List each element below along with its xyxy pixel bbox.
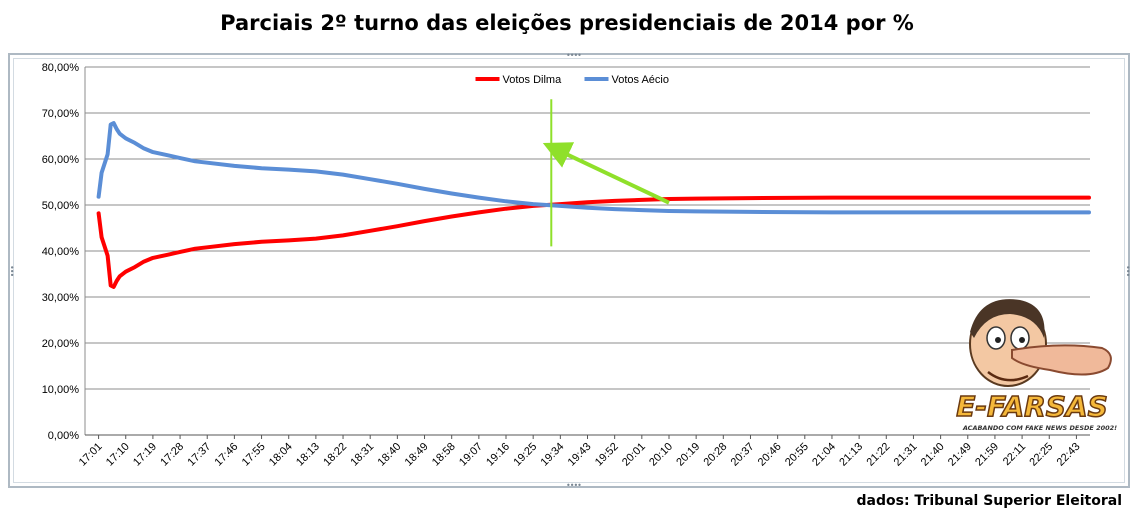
y-tick-label: 50,00% [42, 200, 80, 212]
chart-frame[interactable]: •••• •••• ••• ••• [7, 51, 1132, 490]
logo-tagline: ACABANDO COM FAKE NEWS DESDE 2002! [962, 424, 1117, 432]
legend-label-dilma: Votos Dilma [503, 74, 563, 86]
x-tick-label: 21:13 [837, 441, 865, 469]
y-tick-label: 20,00% [42, 338, 80, 350]
series-line-aecio [96, 121, 1091, 215]
y-tick-label: 40,00% [42, 246, 80, 258]
y-tick-label: 60,00% [42, 154, 80, 166]
y-axis: 0,00% 10,00% 20,00% 30,00% 40,00% 50,00% 60,00… [42, 62, 86, 442]
marker-arrow [542, 142, 670, 205]
x-tick-label: 21:59 [973, 441, 1001, 469]
logo-wordmark: E-FARSAS [956, 390, 1108, 423]
x-tick-label: 18:22 [321, 441, 349, 469]
x-tick-label: 20:10 [647, 441, 675, 469]
x-tick-label: 22:43 [1055, 441, 1083, 469]
series-group [96, 121, 1091, 289]
logo-mouth [987, 370, 1029, 382]
x-tick-label: 19:52 [593, 441, 621, 469]
x-tick-label: 17:46 [213, 441, 241, 469]
x-axis: 17:01 17:10 17:19 17:28 17:37 17:46 17:55 18:04… [77, 434, 1090, 469]
x-tick-label: 18:31 [348, 441, 376, 469]
x-tick-label: 20:55 [783, 441, 811, 469]
resize-handle-top[interactable]: •••• [566, 51, 582, 60]
y-tick-label: 70,00% [42, 108, 80, 120]
legend: Votos Dilma Votos Aécio [475, 74, 670, 86]
y-tick-label: 80,00% [42, 62, 80, 74]
y-tick-label: 30,00% [42, 292, 80, 304]
x-tick-label: 17:37 [185, 441, 213, 469]
data-source-caption: dados: Tribunal Superior Eleitoral [856, 493, 1123, 509]
x-tick-label: 21:04 [810, 441, 838, 469]
x-tick-label: 18:40 [376, 441, 404, 469]
logo-nose [1011, 344, 1112, 376]
page-title: Parciais 2º turno das eleições presidenc… [220, 11, 914, 35]
x-tick-label: 20:01 [620, 441, 648, 469]
y-tick-label: 0,00% [48, 430, 79, 442]
x-tick-label: 22:11 [1001, 441, 1028, 468]
legend-label-aecio: Votos Aécio [612, 74, 670, 86]
resize-handle-right[interactable]: ••• [1123, 265, 1132, 277]
resize-handle-left[interactable]: ••• [7, 265, 16, 277]
x-tick-label: 19:16 [484, 441, 512, 469]
x-tick-label: 21:31 [892, 441, 920, 469]
x-tick-label: 19:25 [511, 441, 539, 469]
x-tick-label: 19:07 [457, 441, 485, 469]
x-tick-label: 21:22 [864, 441, 892, 469]
x-tick-label: 22:25 [1027, 441, 1055, 469]
x-tick-label: 18:49 [403, 441, 431, 469]
chart-frame-inner [13, 58, 1125, 483]
x-tick-label: 20:19 [674, 441, 702, 469]
x-tick-label: 18:04 [267, 441, 295, 469]
e-farsas-logo: E-FARSAS ACABANDO COM FAKE NEWS DESDE 20… [956, 299, 1117, 432]
resize-handle-bottom[interactable]: •••• [566, 481, 582, 490]
series-line-dilma [96, 195, 1091, 289]
x-tick-label: 19:34 [539, 441, 567, 469]
x-tick-label: 20:37 [729, 441, 757, 469]
x-tick-label: 21:49 [946, 441, 974, 469]
x-tick-label: 17:28 [158, 441, 186, 469]
logo-pupil-right [1019, 337, 1025, 343]
x-tick-label: 18:13 [294, 441, 322, 469]
x-tick-label: 17:10 [104, 441, 132, 469]
x-tick-label: 18:58 [430, 441, 458, 469]
x-tick-label: 17:55 [240, 441, 268, 469]
logo-pupil-left [995, 337, 1001, 343]
x-tick-label: 19:43 [566, 441, 594, 469]
x-tick-label: 17:01 [77, 441, 105, 469]
x-tick-label: 21:40 [919, 441, 947, 469]
x-tick-label: 20:46 [756, 441, 784, 469]
annotations [542, 99, 670, 247]
x-tick-label: 17:19 [131, 441, 159, 469]
y-tick-label: 10,00% [42, 384, 80, 396]
x-tick-label: 20:28 [701, 441, 729, 469]
logo-hair [970, 299, 1045, 338]
